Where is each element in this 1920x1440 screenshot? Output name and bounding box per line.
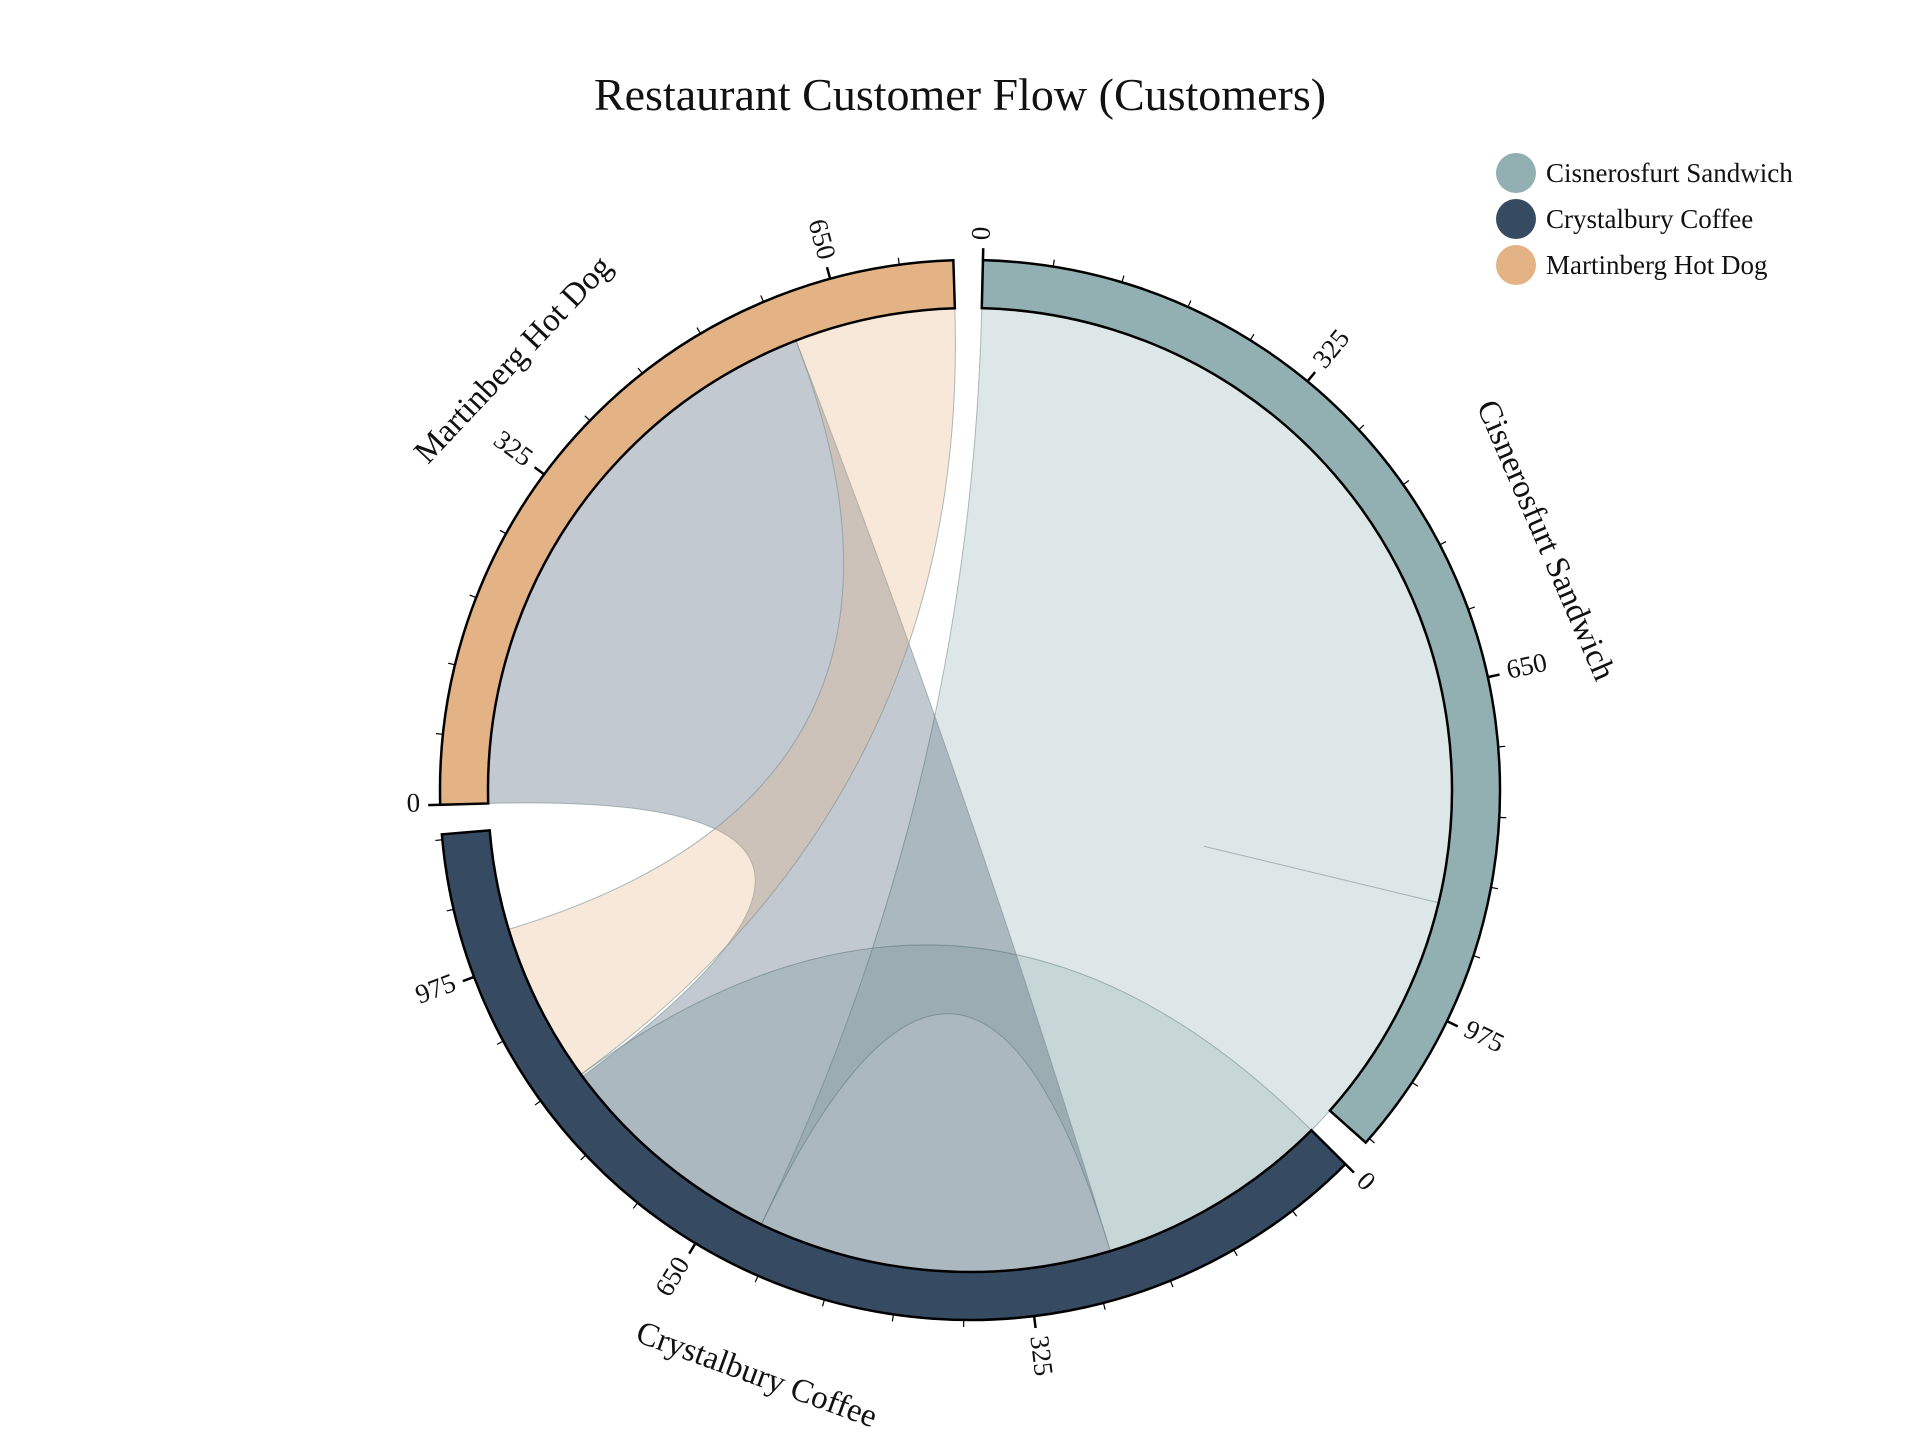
minor-tick — [435, 839, 443, 842]
minor-tick — [1498, 745, 1506, 748]
legend-label: Martinberg Hot Dog — [1546, 249, 1768, 280]
minor-tick — [1291, 1210, 1298, 1217]
major-tick — [688, 1242, 697, 1255]
legend-item-cisnerosfurt-sandwich[interactable]: Cisnerosfurt Sandwich — [1496, 150, 1793, 196]
major-tick — [1306, 371, 1317, 383]
tick-label: 0 — [1351, 1166, 1382, 1197]
minor-tick — [1169, 1280, 1174, 1288]
minor-tick — [696, 327, 702, 334]
legend-label: Crystalbury Coffee — [1546, 203, 1754, 234]
minor-tick — [435, 732, 443, 735]
tick-label: 975 — [1460, 1014, 1510, 1059]
minor-tick — [584, 415, 591, 422]
legend-item-martinberg-hot-dog[interactable]: Martinberg Hot Dog — [1496, 242, 1793, 288]
major-tick — [1487, 673, 1500, 679]
group-label-cisnerosfurt-sandwich: Cisnerosfurt Sandwich — [1469, 395, 1622, 686]
minor-tick — [897, 257, 900, 265]
tick-label: 650 — [802, 216, 842, 263]
minor-tick — [496, 1040, 504, 1045]
group-label-crystalbury-coffee: Crystalbury Coffee — [631, 1315, 881, 1436]
legend-swatch — [1496, 153, 1536, 193]
major-tick — [1032, 1315, 1037, 1329]
minor-tick — [1402, 480, 1410, 486]
minor-tick — [580, 1154, 587, 1161]
minor-tick — [637, 367, 643, 374]
arc-martinberg-hot-dog[interactable] — [438, 258, 957, 807]
minor-tick — [448, 662, 456, 666]
major-tick — [533, 466, 545, 476]
minor-tick — [1249, 333, 1255, 341]
minor-tick — [1468, 606, 1476, 610]
major-tick — [825, 266, 832, 280]
tick-label: 325 — [488, 424, 538, 472]
minor-tick — [632, 1202, 639, 1209]
minor-tick — [1052, 259, 1055, 267]
minor-tick — [499, 529, 507, 535]
minor-tick — [754, 1275, 759, 1283]
major-tick — [1446, 1019, 1459, 1028]
minor-tick — [446, 908, 454, 912]
minor-tick — [1233, 1249, 1238, 1257]
legend-swatch — [1496, 245, 1536, 285]
legend-item-crystalbury-coffee[interactable]: Crystalbury Coffee — [1496, 196, 1793, 242]
tick-label: 975 — [411, 967, 459, 1009]
minor-tick — [1411, 1081, 1419, 1087]
minor-tick — [469, 594, 477, 599]
legend-label: Cisnerosfurt Sandwich — [1546, 157, 1793, 188]
tick-label: 0 — [966, 226, 996, 240]
minor-tick — [1473, 955, 1481, 959]
group-arcs-layer — [438, 258, 1502, 1322]
minor-tick — [1368, 1138, 1375, 1144]
legend-swatch — [1496, 199, 1536, 239]
minor-tick — [891, 1314, 894, 1322]
tick-label: 0 — [406, 788, 420, 818]
major-tick — [1344, 1163, 1355, 1174]
arc-cisnerosfurt-sandwich[interactable] — [980, 258, 1502, 1145]
minor-tick — [1102, 1302, 1106, 1310]
minor-tick — [1187, 300, 1192, 308]
minor-tick — [1358, 424, 1365, 431]
minor-tick — [1121, 275, 1125, 283]
major-tick — [462, 975, 475, 983]
minor-tick — [534, 1100, 542, 1106]
legend: Cisnerosfurt Sandwich Crystalbury Coffee… — [1496, 150, 1793, 288]
minor-tick — [760, 295, 765, 303]
tick-label: 650 — [1504, 647, 1550, 685]
minor-tick — [821, 1299, 826, 1307]
arc-crystalbury-coffee[interactable] — [440, 828, 1348, 1322]
tick-label: 325 — [1306, 323, 1355, 373]
minor-tick — [1490, 886, 1498, 890]
tick-label: 650 — [649, 1251, 696, 1301]
minor-tick — [1439, 541, 1447, 546]
ribbons-layer — [487, 307, 1453, 1273]
chart-title: Restaurant Customer Flow (Customers) — [593, 69, 1327, 120]
tick-label: 325 — [1024, 1334, 1059, 1378]
